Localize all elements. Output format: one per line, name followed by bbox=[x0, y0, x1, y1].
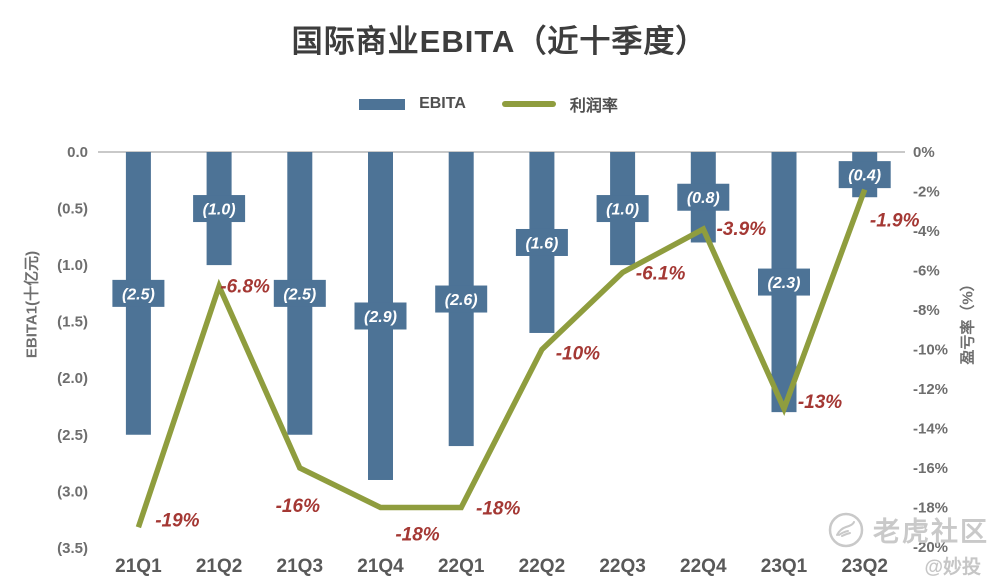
legend-ebita-label: EBITA bbox=[419, 95, 466, 112]
right-axis-tick: -20% bbox=[913, 539, 948, 556]
x-axis-tick: 21Q4 bbox=[357, 556, 404, 577]
margin-value-label: -3.9% bbox=[716, 219, 766, 240]
bar-value-label: (0.4) bbox=[848, 168, 881, 185]
left-axis-tick: (2.0) bbox=[57, 370, 88, 387]
bar-value-label: (2.5) bbox=[122, 286, 155, 303]
margin-value-label: -6.8% bbox=[220, 276, 270, 297]
bar-value-label-box bbox=[515, 228, 568, 256]
chart-title: 国际商业EBITA（近十季度） bbox=[291, 24, 708, 59]
x-axis-tick: 23Q1 bbox=[761, 556, 808, 577]
bar-value-label: (2.6) bbox=[445, 292, 478, 309]
x-axis-tick: 21Q2 bbox=[196, 556, 242, 577]
right-axis-tick: -16% bbox=[913, 460, 948, 477]
bar-value-label: (1.0) bbox=[203, 202, 236, 219]
margin-line bbox=[135, 188, 868, 529]
bar-value-label: (0.8) bbox=[687, 190, 720, 207]
bar-value-label-box bbox=[838, 161, 891, 189]
right-axis-tick: -12% bbox=[913, 381, 948, 398]
x-axis-tick: 22Q1 bbox=[438, 556, 485, 577]
margin-value-label: -16% bbox=[276, 496, 320, 517]
right-axis-tick: -6% bbox=[913, 263, 940, 280]
left-axis-tick: 0.0 bbox=[67, 144, 88, 161]
x-axis-tick: 22Q4 bbox=[680, 556, 727, 577]
margin-value-label: -13% bbox=[798, 392, 842, 413]
right-axis-tick: -10% bbox=[913, 342, 948, 359]
bar-value-label: (1.0) bbox=[606, 202, 639, 219]
right-axis-tick: 0% bbox=[913, 144, 935, 161]
left-axis-tick: (3.0) bbox=[57, 483, 88, 500]
right-axis-tick: -18% bbox=[913, 500, 948, 517]
bar-value-label-box bbox=[273, 279, 326, 307]
bar-value-label-box bbox=[596, 195, 649, 223]
left-axis-tick: (1.0) bbox=[57, 257, 88, 274]
margin-value-label: -10% bbox=[556, 344, 600, 365]
x-axis-tick: 22Q3 bbox=[599, 556, 645, 577]
margin-value-label: -19% bbox=[155, 510, 199, 531]
x-axis-tick: 23Q2 bbox=[841, 556, 887, 577]
x-axis-tick: 22Q2 bbox=[519, 556, 565, 577]
right-axis-tick: -8% bbox=[913, 302, 940, 319]
legend: EBITA 利润率 bbox=[0, 92, 999, 116]
bar-value-label: (2.3) bbox=[768, 275, 801, 292]
x-axis-tick: 21Q3 bbox=[277, 556, 323, 577]
x-axis-tick: 21Q1 bbox=[115, 556, 162, 577]
margin-value-label: -18% bbox=[395, 525, 439, 546]
bar-value-label-box bbox=[112, 279, 165, 307]
margin-value-label: -1.9% bbox=[870, 211, 920, 232]
right-axis-tick: -14% bbox=[913, 421, 948, 438]
legend-margin-label: 利润率 bbox=[569, 98, 618, 115]
left-axis-tick: (0.5) bbox=[57, 201, 88, 218]
legend-ebita-swatch bbox=[359, 98, 406, 110]
bar-value-label-box bbox=[758, 268, 810, 296]
bar-value-label-box bbox=[435, 285, 488, 313]
bar-value-label-box bbox=[193, 195, 246, 223]
right-axis-tick: -4% bbox=[913, 223, 940, 240]
bar-value-label: (2.9) bbox=[364, 309, 397, 326]
bar-value-label-box bbox=[677, 183, 730, 211]
margin-value-label: -6.1% bbox=[636, 263, 686, 284]
bar-value-label: (1.6) bbox=[525, 235, 558, 252]
right-axis-tick: -2% bbox=[913, 184, 940, 201]
bar-value-label-box bbox=[354, 302, 407, 330]
left-axis-tick: (3.5) bbox=[57, 540, 88, 557]
left-axis-tick: (1.5) bbox=[57, 314, 88, 331]
left-axis-tick: (2.5) bbox=[57, 427, 88, 444]
legend-margin-swatch bbox=[501, 101, 556, 107]
bar-value-label: (2.5) bbox=[283, 286, 316, 303]
margin-value-label: -18% bbox=[476, 499, 520, 520]
